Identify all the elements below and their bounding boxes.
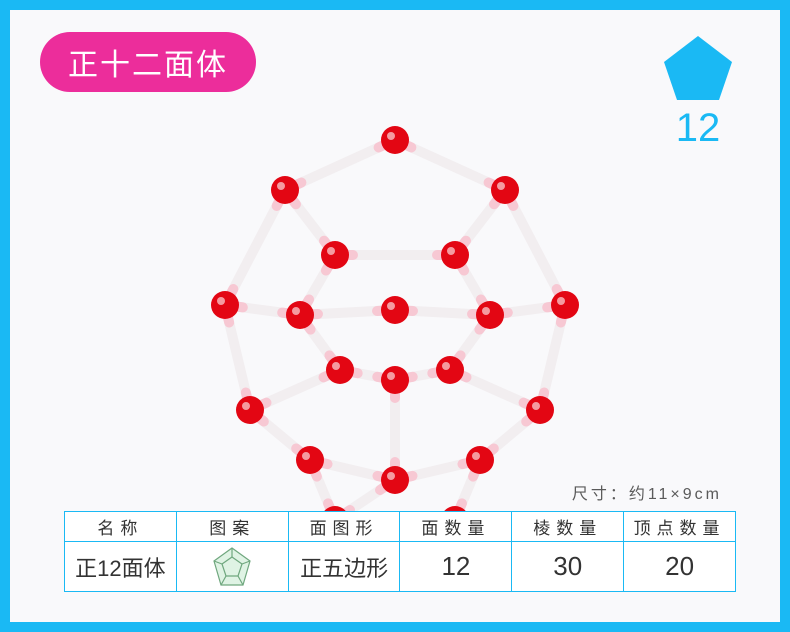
cell-face-shape: 正五边形 (288, 542, 400, 592)
cell-edges: 30 (512, 542, 624, 592)
col-faces: 面数量 (400, 512, 512, 542)
spec-table: 名称 图案 面图形 面数量 棱数量 顶点数量 正12面体 (64, 511, 736, 592)
col-pattern: 图案 (176, 512, 288, 542)
face-count-number: 12 (662, 106, 734, 151)
cell-vertices: 20 (624, 542, 736, 592)
cell-pattern (176, 542, 288, 592)
col-vertices: 顶点数量 (624, 512, 736, 542)
dimensions-label: 尺寸：约11×9cm (572, 480, 722, 504)
model-diagram (185, 80, 605, 480)
cell-name: 正12面体 (65, 542, 177, 592)
table-header-row: 名称 图案 面图形 面数量 棱数量 顶点数量 (65, 512, 736, 542)
face-count-widget: 12 (662, 34, 734, 151)
col-name: 名称 (65, 512, 177, 542)
pentagon-icon (662, 34, 734, 102)
col-edges: 棱数量 (512, 512, 624, 542)
col-face-shape: 面图形 (288, 512, 400, 542)
cell-faces: 12 (400, 542, 512, 592)
dodecahedron-icon (210, 545, 254, 589)
table-row: 正12面体 正五边形 12 30 20 (65, 542, 736, 592)
title-text: 正十二面体 (68, 49, 228, 82)
card: 正十二面体 12 尺寸：约11×9cm 名称 图案 面图形 面数量 棱数量 顶点… (0, 0, 790, 632)
